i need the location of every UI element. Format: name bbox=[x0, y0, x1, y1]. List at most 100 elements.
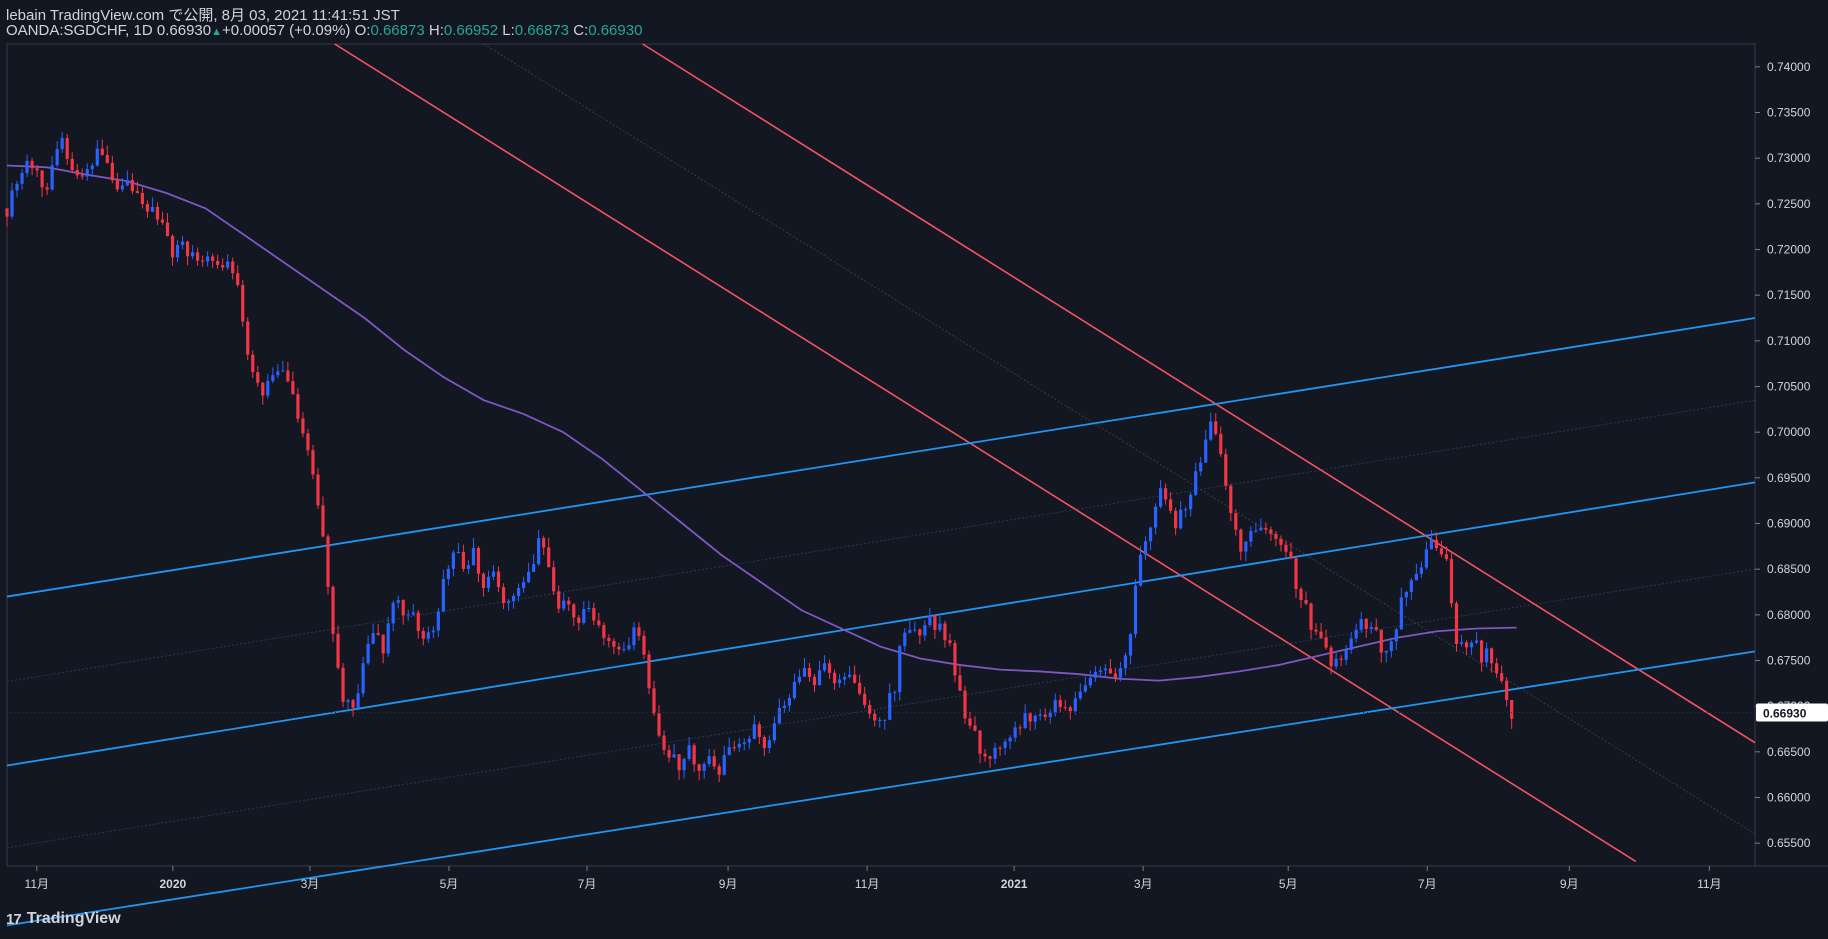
open-value: 0.66873 bbox=[370, 22, 425, 39]
publish-info: lebain TradingView.com で公開, 8月 03, 2021 … bbox=[6, 7, 400, 24]
candle-body-151 bbox=[762, 737, 766, 749]
candle-body-159 bbox=[802, 668, 807, 677]
candle-body-114 bbox=[577, 617, 581, 623]
candle-body-216 bbox=[1088, 677, 1092, 686]
candle-body-84 bbox=[426, 632, 430, 639]
candle-body-238 bbox=[1199, 462, 1203, 472]
candle-body-122 bbox=[617, 646, 621, 650]
y-tick-label-8: 0.70000 bbox=[1767, 425, 1811, 439]
candle-body-23 bbox=[120, 185, 124, 190]
y-tick-label-10: 0.69000 bbox=[1767, 517, 1811, 531]
candle-body-203 bbox=[1023, 713, 1027, 728]
candle-body-131 bbox=[662, 735, 666, 751]
candle-body-276 bbox=[1389, 641, 1393, 651]
candle-body-300 bbox=[1510, 699, 1514, 719]
candle-body-218 bbox=[1098, 670, 1102, 672]
candle-body-69 bbox=[351, 700, 355, 708]
candle-body-230 bbox=[1158, 488, 1163, 507]
candle-body-141 bbox=[712, 756, 716, 767]
x-tick-label-11: 9月 bbox=[1560, 877, 1579, 891]
candle-body-263 bbox=[1324, 637, 1328, 648]
candle-body-88 bbox=[446, 568, 450, 580]
candle-body-68 bbox=[346, 700, 350, 702]
candle-body-55 bbox=[281, 370, 285, 372]
candle-body-285 bbox=[1434, 539, 1439, 549]
candle-body-174 bbox=[878, 719, 882, 721]
x-tick-label-5: 9月 bbox=[719, 877, 738, 891]
candle-body-82 bbox=[416, 612, 420, 632]
candle-body-245 bbox=[1234, 513, 1238, 530]
candle-body-227 bbox=[1143, 541, 1148, 555]
candle-body-37 bbox=[190, 252, 195, 257]
y-tick-label-7: 0.70500 bbox=[1767, 380, 1811, 394]
candle-body-92 bbox=[466, 565, 471, 569]
candle-body-299 bbox=[1505, 680, 1509, 700]
candle-body-0 bbox=[5, 208, 9, 217]
candle-body-140 bbox=[707, 756, 711, 765]
candle-body-251 bbox=[1264, 527, 1268, 530]
symbol-label[interactable]: OANDA:SGDCHF, 1D bbox=[6, 22, 153, 39]
high-label: H: bbox=[428, 22, 444, 39]
candle-body-2 bbox=[15, 183, 19, 191]
candle-body-150 bbox=[757, 724, 761, 738]
price-axis[interactable]: 0.74000 0.73500 0.73000 0.72500 0.72000 0.715… bbox=[1755, 60, 1811, 850]
candle-body-136 bbox=[687, 745, 691, 759]
candle-body-201 bbox=[1013, 727, 1017, 738]
candle-body-241 bbox=[1214, 421, 1218, 434]
candle-body-298 bbox=[1500, 673, 1504, 681]
candle-body-167 bbox=[842, 676, 847, 680]
candle-body-242 bbox=[1219, 433, 1223, 455]
candle-body-87 bbox=[441, 579, 445, 612]
candle-body-72 bbox=[366, 643, 370, 664]
tradingview-logo: 17 TradingView bbox=[6, 910, 121, 928]
candle-body-272 bbox=[1369, 627, 1373, 629]
candle-body-16 bbox=[85, 169, 89, 177]
y-tick-label-12: 0.68000 bbox=[1767, 608, 1811, 622]
candle-body-62 bbox=[316, 474, 320, 506]
candles bbox=[5, 131, 1514, 783]
candle-body-279 bbox=[1404, 592, 1408, 598]
candle-body-13 bbox=[70, 158, 74, 170]
x-tick-label-12: 11月 bbox=[1697, 877, 1721, 891]
candle-body-268 bbox=[1349, 638, 1353, 650]
y-tick-label-17: 0.65500 bbox=[1767, 836, 1811, 850]
candle-body-240 bbox=[1209, 421, 1213, 440]
candle-body-267 bbox=[1344, 649, 1348, 660]
candle-body-99 bbox=[501, 587, 506, 603]
candle-body-80 bbox=[406, 614, 410, 616]
candle-body-101 bbox=[511, 596, 516, 602]
candle-body-187 bbox=[943, 623, 947, 641]
candle-body-18 bbox=[95, 148, 99, 166]
candle-body-148 bbox=[747, 738, 751, 743]
candle-body-43 bbox=[221, 265, 225, 268]
candle-body-189 bbox=[953, 643, 957, 676]
candle-body-121 bbox=[612, 640, 616, 647]
candle-body-63 bbox=[321, 505, 325, 537]
candle-body-108 bbox=[547, 547, 551, 568]
candle-body-21 bbox=[110, 162, 114, 181]
candle-body-111 bbox=[562, 600, 566, 609]
candle-body-206 bbox=[1038, 714, 1042, 716]
candle-body-54 bbox=[276, 371, 280, 376]
current-price-badge: 0.66930 bbox=[7, 703, 1828, 722]
candle-body-124 bbox=[627, 645, 631, 650]
candle-body-129 bbox=[652, 688, 656, 714]
candle-body-35 bbox=[180, 241, 185, 245]
candle-body-117 bbox=[592, 608, 596, 621]
y-tick-label-15: 0.66500 bbox=[1767, 745, 1811, 759]
candle-body-115 bbox=[582, 609, 586, 623]
time-axis[interactable]: 11月 2020 3月 5月 7月 9月 11月 2021 3月 5月 7月 9月 11月 bbox=[25, 866, 1722, 891]
candle-body-38 bbox=[195, 252, 200, 261]
candle-body-100 bbox=[506, 601, 511, 603]
candle-body-269 bbox=[1354, 629, 1358, 639]
candle-body-199 bbox=[1003, 741, 1007, 748]
candle-body-192 bbox=[968, 718, 972, 726]
candle-body-188 bbox=[948, 640, 952, 644]
candle-body-281 bbox=[1414, 573, 1418, 581]
candle-body-295 bbox=[1484, 648, 1489, 663]
candle-body-289 bbox=[1454, 603, 1459, 644]
candle-body-282 bbox=[1419, 567, 1423, 574]
candle-body-274 bbox=[1379, 629, 1383, 653]
candle-body-71 bbox=[361, 663, 365, 694]
